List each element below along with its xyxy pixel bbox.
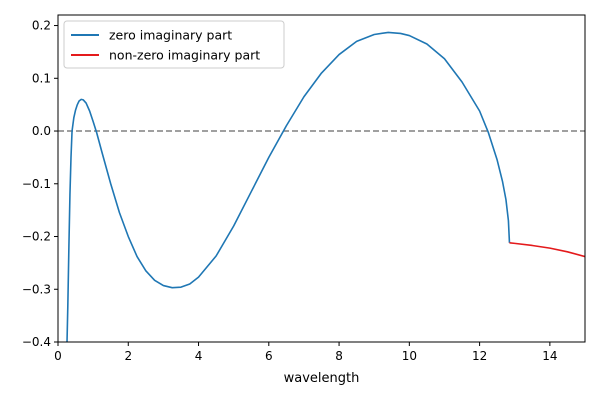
y-axis: −0.4 −0.3 −0.2 −0.1 0.0 0.1 0.2	[22, 19, 58, 349]
y-tick-label: 0.0	[32, 124, 51, 138]
legend-frame	[63, 20, 285, 69]
legend: zero imaginary part non-zero imaginary p…	[63, 20, 285, 69]
y-tick-label: −0.2	[22, 230, 51, 244]
legend-label-zero-imaginary: zero imaginary part	[109, 28, 232, 43]
x-tick-label: 10	[402, 349, 417, 363]
plot-area	[58, 15, 585, 342]
x-tick-label: 2	[124, 349, 132, 363]
legend-label-non-zero-imaginary: non-zero imaginary part	[109, 48, 260, 63]
x-axis-label: wavelength	[284, 371, 360, 386]
x-tick-label: 0	[54, 349, 62, 363]
y-tick-label: −0.3	[22, 282, 51, 296]
series-line-zero-imaginary	[66, 31, 511, 342]
plot-frame	[57, 14, 586, 343]
x-tick-label: 14	[542, 349, 557, 363]
y-tick-label: 0.1	[32, 71, 51, 85]
x-tick-label: 8	[335, 349, 343, 363]
y-tick-label: −0.1	[22, 177, 51, 191]
x-tick-label: 6	[265, 349, 273, 363]
x-axis: 0 2 4 6 8 10 12 14	[54, 342, 558, 363]
x-tick-label: 12	[472, 349, 487, 363]
x-tick-label: 4	[195, 349, 203, 363]
series-line-non-zero-imaginary	[509, 242, 585, 258]
y-tick-label: −0.4	[22, 335, 51, 349]
y-tick-label: 0.2	[32, 19, 51, 33]
